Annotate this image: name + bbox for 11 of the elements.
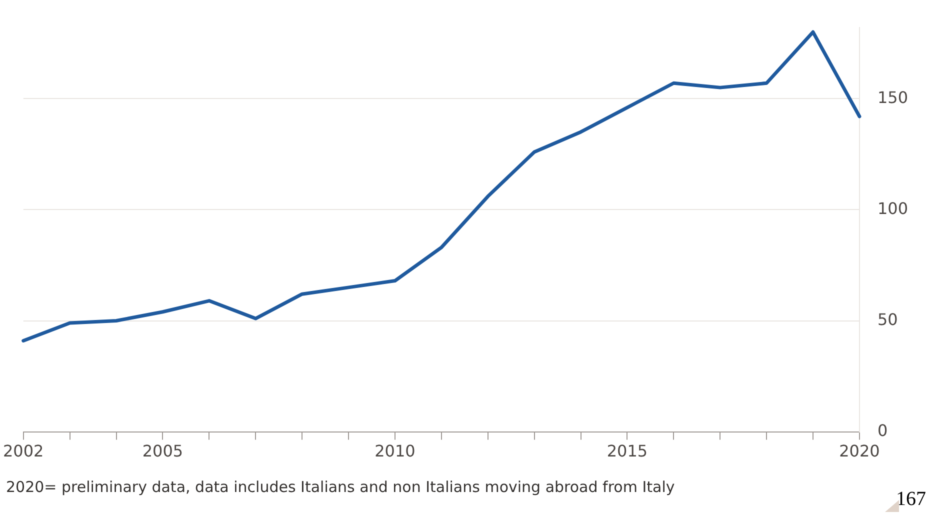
y-tick-label: 100 — [877, 198, 908, 218]
text: 2020= preliminary data, data includes Italians and non Italians moving abroad from Italy — [6, 478, 675, 496]
x-tick-label: 2005 — [142, 442, 184, 461]
y-tick-label: 50 — [877, 310, 898, 329]
x-tick-label: 2002 — [3, 442, 44, 461]
x-tick-label: 2015 — [606, 442, 648, 461]
text: 167 — [896, 488, 926, 511]
x-tick-label: 2010 — [374, 442, 416, 461]
y-tick-label: 150 — [877, 88, 908, 107]
x-tick-label: 2020 — [839, 442, 880, 461]
y-tick-label: 0 — [877, 420, 888, 440]
